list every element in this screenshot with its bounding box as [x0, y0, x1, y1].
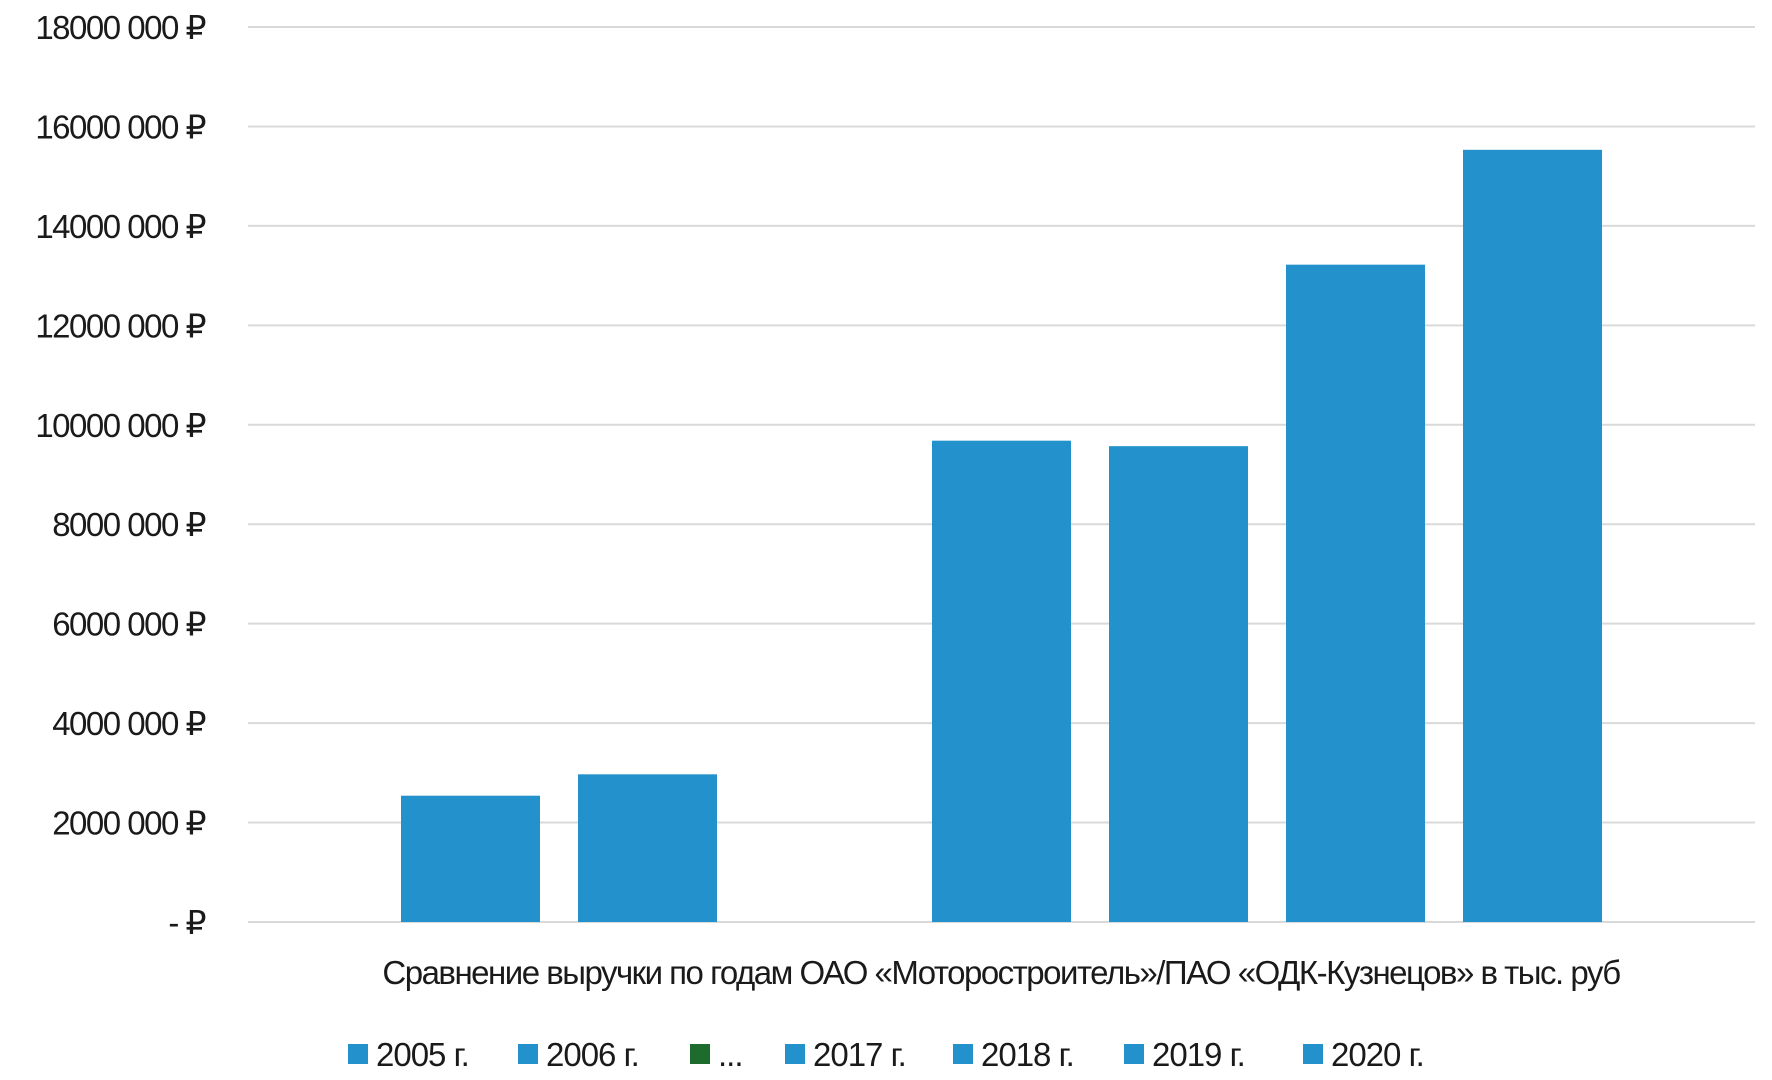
- bar-2006: [578, 774, 717, 922]
- legend: 2005 г. 2006 г.... 2017 г. 2018 г. 2019 г. 20…: [348, 1036, 1425, 1073]
- y-tick-label: 2000 000 ₽: [52, 805, 205, 842]
- y-tick-label: 18000 000 ₽: [35, 9, 205, 46]
- legend-swatch: [953, 1044, 973, 1064]
- legend-item: 2018 г.: [953, 1036, 1075, 1073]
- legend-swatch: [785, 1044, 805, 1064]
- legend-item: 2019 г.: [1124, 1036, 1246, 1073]
- bar-2019: [1286, 264, 1425, 922]
- legend-label: 2020 г.: [1331, 1036, 1424, 1073]
- bar-2017: [932, 440, 1071, 922]
- legend-swatch: [518, 1044, 538, 1064]
- legend-item: 2006 г.: [518, 1036, 640, 1073]
- legend-item: 2017 г.: [785, 1036, 907, 1073]
- y-tick-label: 10000 000 ₽: [35, 407, 205, 444]
- legend-item: 2020 г.: [1303, 1036, 1425, 1073]
- y-tick-label: 16000 000 ₽: [35, 108, 205, 145]
- legend-label: 2019 г.: [1152, 1036, 1245, 1073]
- legend-swatch: [1303, 1044, 1323, 1064]
- bar-2005: [401, 795, 540, 922]
- category-label: Сравнение выручки по годам ОАО «Моторост…: [382, 954, 1620, 991]
- y-tick-label: 8000 000 ₽: [52, 506, 205, 543]
- bars: [401, 149, 1602, 922]
- legend-label: 2006 г.: [546, 1036, 639, 1073]
- y-tick-label: 4000 000 ₽: [52, 705, 205, 742]
- y-tick-label: 12000 000 ₽: [35, 307, 205, 344]
- y-axis-ticks: - ₽ 2000 000 ₽ 4000 000 ₽ 6000 000 ₽ 8000 00…: [35, 9, 207, 941]
- legend-swatch: [1124, 1044, 1144, 1064]
- bar-2018: [1109, 446, 1248, 922]
- y-tick-label: 14000 000 ₽: [35, 208, 205, 245]
- y-tick-label: - ₽: [168, 904, 205, 941]
- legend-label: 2017 г.: [813, 1036, 906, 1073]
- bar-2020: [1463, 149, 1602, 922]
- legend-label: 2018 г.: [981, 1036, 1074, 1073]
- legend-swatch: [690, 1044, 710, 1064]
- legend-item: ...: [690, 1036, 744, 1073]
- legend-swatch: [348, 1044, 368, 1064]
- y-tick-label: 6000 000 ₽: [52, 606, 205, 643]
- legend-item: 2005 г.: [348, 1036, 470, 1073]
- legend-label: 2005 г.: [376, 1036, 469, 1073]
- legend-label: ...: [718, 1036, 743, 1073]
